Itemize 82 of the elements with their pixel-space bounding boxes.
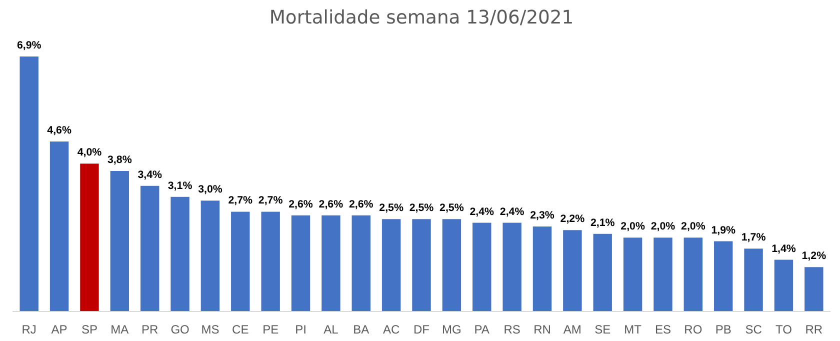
data-label: 2,7% — [228, 194, 254, 207]
data-label: 4,0% — [77, 146, 102, 159]
data-label: 2,5% — [409, 202, 434, 214]
x-tick-label: PA — [474, 322, 490, 336]
x-tick-label: MG — [442, 322, 462, 336]
data-label: 1,7% — [741, 232, 766, 244]
x-tick-label: SC — [745, 322, 762, 336]
bar — [412, 219, 431, 312]
bar — [20, 56, 38, 312]
data-label: 2,6% — [288, 198, 314, 210]
bar — [231, 212, 250, 312]
data-label: 3,0% — [198, 184, 223, 196]
x-tick-label: PE — [262, 322, 279, 336]
data-label: 3,4% — [138, 168, 163, 181]
bar — [593, 234, 612, 312]
bar — [200, 200, 220, 312]
bar — [804, 267, 824, 312]
x-tick-label: PI — [295, 322, 306, 336]
data-label: 2,6% — [318, 198, 344, 210]
data-label: 2,1% — [590, 216, 616, 229]
bar — [684, 238, 703, 312]
bar — [563, 230, 582, 312]
bar — [140, 186, 160, 312]
data-label: 2,5% — [379, 202, 404, 214]
data-label: 2,7% — [258, 194, 284, 207]
data-label: 2,3% — [530, 209, 555, 222]
x-tick-label: GO — [170, 322, 190, 336]
x-tick-label: AC — [382, 322, 400, 336]
x-tick-label: MS — [201, 322, 220, 336]
bar — [382, 219, 401, 312]
bar — [502, 222, 522, 312]
bar — [442, 219, 462, 312]
data-label: 2,0% — [620, 220, 646, 233]
bar — [322, 215, 340, 312]
data-label: 6,9% — [16, 39, 42, 52]
data-label: 2,0% — [650, 220, 676, 233]
chart-title: Mortalidade semana 13/06/2021 — [269, 8, 574, 28]
data-label: 3,1% — [168, 180, 193, 192]
bar — [744, 248, 763, 312]
bar — [170, 196, 190, 312]
bar — [261, 212, 280, 312]
x-tick-label: SP — [81, 322, 98, 336]
x-tick-label: MT — [624, 322, 642, 336]
x-tick-label: RO — [684, 322, 702, 336]
x-tick-label: MA — [110, 322, 129, 336]
x-tick-label: RJ — [22, 322, 36, 336]
data-label: 2,2% — [560, 213, 586, 226]
data-label: 2,4% — [470, 206, 495, 218]
data-label: 2,6% — [348, 198, 374, 210]
x-tick-label: ES — [654, 322, 671, 336]
bar — [654, 238, 672, 312]
x-tick-label: RS — [504, 322, 520, 336]
bar — [80, 164, 99, 312]
x-tick-label: RN — [534, 322, 551, 336]
x-tick-label: TO — [775, 322, 792, 336]
x-tick-label: BA — [353, 322, 370, 336]
data-label: 4,6% — [47, 124, 72, 136]
data-label: 1,4% — [772, 242, 796, 255]
bar — [291, 215, 310, 312]
x-tick-label: CE — [232, 322, 249, 336]
data-label: 1,9% — [711, 224, 736, 236]
bar — [532, 226, 552, 312]
data-label: 1,2% — [802, 250, 827, 262]
bar — [352, 215, 370, 312]
x-tick-label: AL — [324, 322, 339, 336]
x-tick-label: RR — [805, 322, 823, 336]
x-tick-label: PR — [142, 322, 159, 336]
x-tick-label: DF — [414, 322, 430, 336]
data-label: 2,4% — [500, 206, 525, 218]
data-label: 3,8% — [108, 154, 132, 166]
bar — [50, 141, 69, 312]
x-tick-label: SE — [594, 322, 611, 336]
x-tick-label: AP — [51, 322, 68, 336]
bar — [623, 238, 642, 312]
bar — [714, 241, 733, 312]
x-tick-label: AM — [563, 322, 582, 336]
bar — [774, 260, 794, 312]
data-label: 2,5% — [440, 202, 464, 214]
x-tick-label: PB — [715, 322, 732, 336]
bar — [472, 222, 492, 312]
bar — [110, 171, 130, 312]
data-label: 2,0% — [681, 220, 706, 233]
